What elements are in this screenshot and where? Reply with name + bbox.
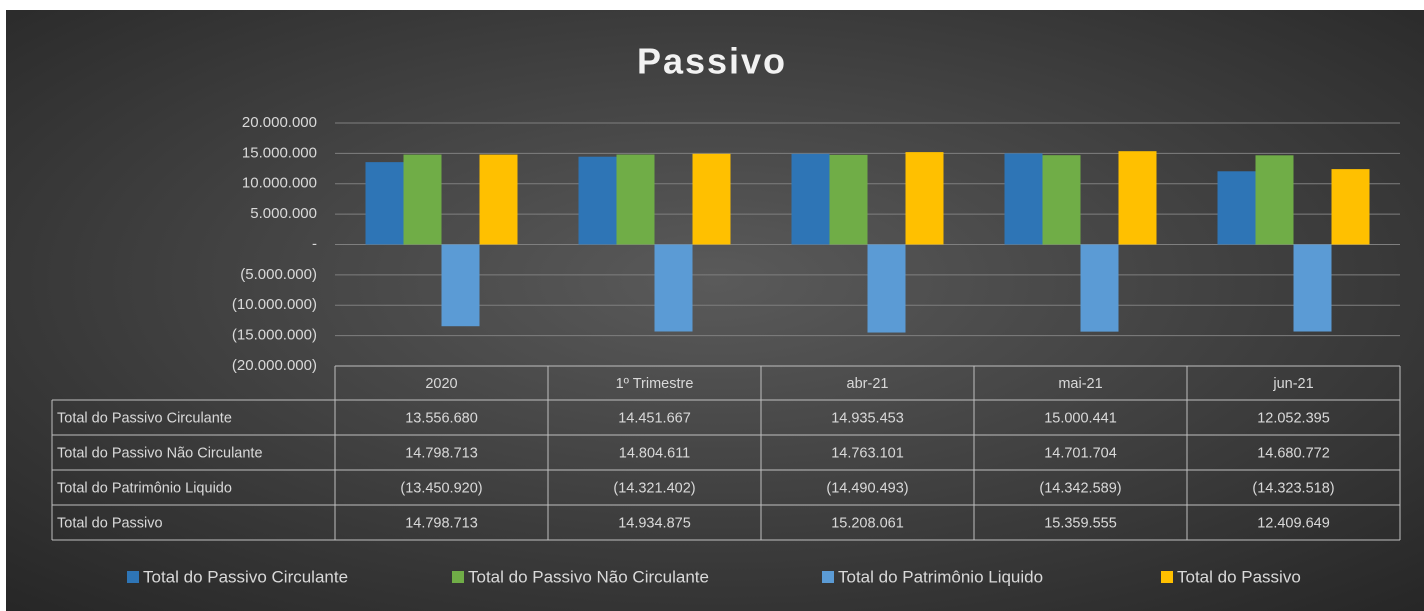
bar xyxy=(1080,244,1119,332)
table-value: (13.450.920) xyxy=(400,480,482,496)
x-tick-label: 2020 xyxy=(425,376,457,392)
table-value: 14.934.875 xyxy=(618,515,691,531)
table-value: 15.208.061 xyxy=(831,515,904,531)
bar xyxy=(365,162,404,245)
y-tick-label: (20.000.000) xyxy=(232,357,317,374)
table-row-label: Total do Passivo Não Circulante xyxy=(57,445,263,461)
x-tick-label: jun-21 xyxy=(1272,376,1313,392)
legend-label: Total do Passivo Circulante xyxy=(143,567,348,586)
bar xyxy=(1293,244,1332,332)
bar xyxy=(441,244,480,327)
y-tick-label: 10.000.000 xyxy=(242,175,317,192)
chart-background xyxy=(6,10,1424,611)
bar xyxy=(867,244,906,333)
table-value: 13.556.680 xyxy=(405,410,478,426)
bar xyxy=(791,153,830,245)
table-value: (14.323.518) xyxy=(1252,480,1334,496)
y-tick-label: (15.000.000) xyxy=(232,327,317,344)
table-value: 12.052.395 xyxy=(1257,410,1330,426)
table-value: (14.321.402) xyxy=(613,480,695,496)
bar xyxy=(1004,153,1043,245)
chart-title: Passivo xyxy=(637,41,787,82)
bar xyxy=(1042,155,1081,245)
y-tick-label: - xyxy=(312,235,317,252)
table-value: 14.680.772 xyxy=(1257,445,1330,461)
table-value: (14.342.589) xyxy=(1039,480,1121,496)
legend-swatch xyxy=(822,571,834,583)
table-value: 14.701.704 xyxy=(1044,445,1117,461)
bar xyxy=(829,154,868,245)
bar xyxy=(692,153,731,245)
table-value: 14.763.101 xyxy=(831,445,904,461)
legend-swatch xyxy=(1161,571,1173,583)
bar xyxy=(616,154,655,245)
y-tick-label: (10.000.000) xyxy=(232,296,317,313)
table-value: 14.451.667 xyxy=(618,410,691,426)
bar xyxy=(1217,171,1256,245)
y-tick-label: 15.000.000 xyxy=(242,144,317,161)
x-tick-label: 1º Trimestre xyxy=(616,376,694,392)
bar xyxy=(1331,169,1370,245)
bar xyxy=(1118,151,1157,245)
table-value: 12.409.649 xyxy=(1257,515,1330,531)
y-tick-label: 5.000.000 xyxy=(250,205,317,222)
table-row-label: Total do Passivo Circulante xyxy=(57,410,232,426)
bar xyxy=(905,152,944,245)
table-value: 15.359.555 xyxy=(1044,515,1117,531)
legend-label: Total do Passivo Não Circulante xyxy=(468,567,709,586)
x-tick-label: mai-21 xyxy=(1058,376,1102,392)
y-tick-label: 20.000.000 xyxy=(242,114,317,131)
bar xyxy=(578,156,617,245)
table-value: (14.490.493) xyxy=(826,480,908,496)
table-value: 14.804.611 xyxy=(619,445,691,461)
legend-label: Total do Patrimônio Liquido xyxy=(838,567,1043,586)
bar xyxy=(654,244,693,332)
legend-swatch xyxy=(452,571,464,583)
bar xyxy=(479,154,518,245)
table-value: 14.935.453 xyxy=(831,410,904,426)
bar xyxy=(1255,155,1294,245)
table-row-label: Total do Patrimônio Liquido xyxy=(57,480,232,496)
bar xyxy=(403,154,442,245)
y-tick-label: (5.000.000) xyxy=(240,266,317,283)
table-value: 14.798.713 xyxy=(405,445,478,461)
table-value: 14.798.713 xyxy=(405,515,478,531)
table-value: 15.000.441 xyxy=(1044,410,1117,426)
x-tick-label: abr-21 xyxy=(847,376,889,392)
legend-swatch xyxy=(127,571,139,583)
legend-label: Total do Passivo xyxy=(1177,567,1301,586)
table-row-label: Total do Passivo xyxy=(57,515,163,531)
